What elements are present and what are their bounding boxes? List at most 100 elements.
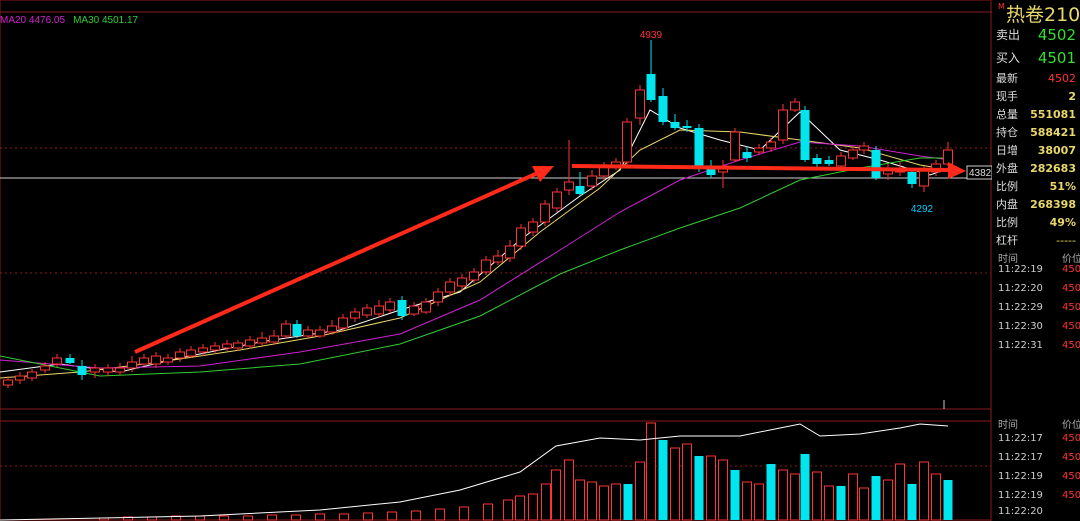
contract-title: 热卷2105: [1006, 4, 1080, 26]
latest-value: 4502: [1048, 72, 1076, 85]
candle-body-up: [848, 149, 858, 159]
low-price-label: 4292: [911, 204, 934, 215]
candle-body-down: [65, 358, 75, 363]
volume-bar: [943, 480, 953, 520]
tick-time: 11:22:17: [998, 452, 1043, 463]
volume-bar: [411, 510, 421, 521]
kline-chart[interactable]: 4939 4292 4382: [0, 0, 992, 521]
volume-bar: [812, 471, 822, 521]
tick-time: 11:22:30: [998, 321, 1043, 332]
candle-body-up: [269, 335, 279, 343]
outer-ratio-value: 51%: [1049, 180, 1076, 193]
candle-body-up: [540, 203, 550, 223]
volume-bar: [339, 513, 349, 521]
volume-bar: [611, 483, 621, 521]
candle-body-down: [670, 122, 680, 128]
candle-body-up: [281, 323, 291, 337]
volume-bar: [800, 454, 810, 520]
ticks-header: 时间 价位: [998, 250, 1080, 265]
volume-bar: [243, 515, 253, 521]
candle-body-up: [516, 227, 526, 247]
candle-body-up: [778, 109, 788, 141]
candle-body-up: [528, 221, 538, 233]
ticks-header-time: 时间: [998, 254, 1018, 265]
trend-arrows: [134, 162, 966, 354]
candlesticks: [3, 40, 953, 388]
candle-body-down: [77, 366, 87, 375]
candle-body-up: [151, 355, 161, 365]
volume-bar: [790, 473, 800, 521]
candle-body-up: [374, 305, 384, 315]
daily-increase-row: 日增 38007: [996, 142, 1080, 160]
candle-body-down: [658, 96, 668, 122]
leverage-label: 杠杆: [996, 234, 1018, 247]
tick2-row: 11:22:19 450: [998, 487, 1080, 505]
tick-time: 11:22:19: [998, 471, 1043, 482]
volume-bar: [503, 499, 513, 521]
volume-bar: [919, 461, 929, 521]
ma30-line: [0, 157, 950, 377]
sideways-arrow-head: [948, 162, 966, 179]
open-interest-label: 持仓: [996, 126, 1018, 139]
candle-body-up: [587, 175, 597, 187]
candle-body-down: [646, 74, 656, 100]
menu-mark[interactable]: M: [998, 2, 1005, 11]
ticks2-header: 时间 价位: [998, 416, 1080, 431]
volume-bar: [541, 483, 551, 521]
volume-bar: [599, 485, 609, 521]
outer-volume-label: 外盘: [996, 162, 1018, 175]
candle-body-up: [836, 155, 846, 167]
tick2-row: 11:22:17 450: [998, 430, 1080, 448]
volume-bar: [291, 514, 301, 521]
candle-body-down: [824, 160, 834, 164]
tick-row: 11:22:30 450: [998, 318, 1080, 336]
candle-body-down: [397, 300, 407, 316]
tick-time: 11:22:17: [998, 433, 1043, 444]
current-hand-value: 2: [1068, 90, 1076, 103]
ticks-header-price: 价位: [1062, 254, 1080, 265]
inner-ratio-value: 49%: [1049, 216, 1076, 229]
volume-bar: [267, 514, 277, 521]
volume-bar: [871, 476, 881, 520]
tick-time: 11:22:31: [998, 340, 1043, 351]
leverage-row: 杠杆 -----: [996, 232, 1080, 250]
uptrend-arrow-shaft: [134, 170, 541, 354]
inner-ratio-row: 比例 49%: [996, 214, 1080, 232]
ma20-line: [0, 141, 951, 369]
volume-bar: [623, 484, 633, 520]
candle-body-up: [481, 259, 491, 273]
volume-line: [0, 400, 949, 521]
candle-body-down: [694, 128, 704, 168]
candle-body-up: [15, 375, 25, 381]
candle-body-up: [338, 317, 348, 329]
tick2-row: 11:22:17 450: [998, 449, 1080, 467]
sell-label: 卖出: [996, 28, 1021, 42]
candle-body-down: [907, 172, 917, 184]
volume-bar: [587, 481, 597, 521]
volume-bar: [387, 511, 397, 521]
candle-body-up: [766, 141, 776, 149]
volume-bar: [742, 481, 752, 521]
tick-time: 11:22:20: [998, 506, 1043, 517]
volume-bar: [551, 469, 561, 521]
candle-body-up: [233, 342, 243, 349]
volume-bar: [694, 456, 704, 520]
daily-increase-value: 38007: [1037, 144, 1076, 157]
volume-bar: [682, 443, 692, 521]
volume-bar: [435, 508, 445, 521]
daily-increase-label: 日增: [996, 144, 1018, 157]
candle-body-up: [90, 367, 100, 373]
buy-value: 4501: [1037, 49, 1076, 67]
candle-body-down: [812, 158, 822, 164]
candle-body-up: [245, 339, 255, 347]
price-line-label: 4382: [969, 168, 992, 179]
tick-time: 11:22:19: [998, 490, 1043, 501]
candle-body-up: [635, 89, 645, 119]
candle-body-up: [409, 305, 419, 315]
outer-volume-value: 282683: [1030, 162, 1076, 175]
candle-body-up: [457, 277, 467, 287]
volume-bar: [564, 459, 574, 521]
candle-body-down: [706, 168, 716, 175]
latest-row: 最新 4502: [996, 70, 1080, 88]
candle-body-up: [210, 345, 220, 351]
